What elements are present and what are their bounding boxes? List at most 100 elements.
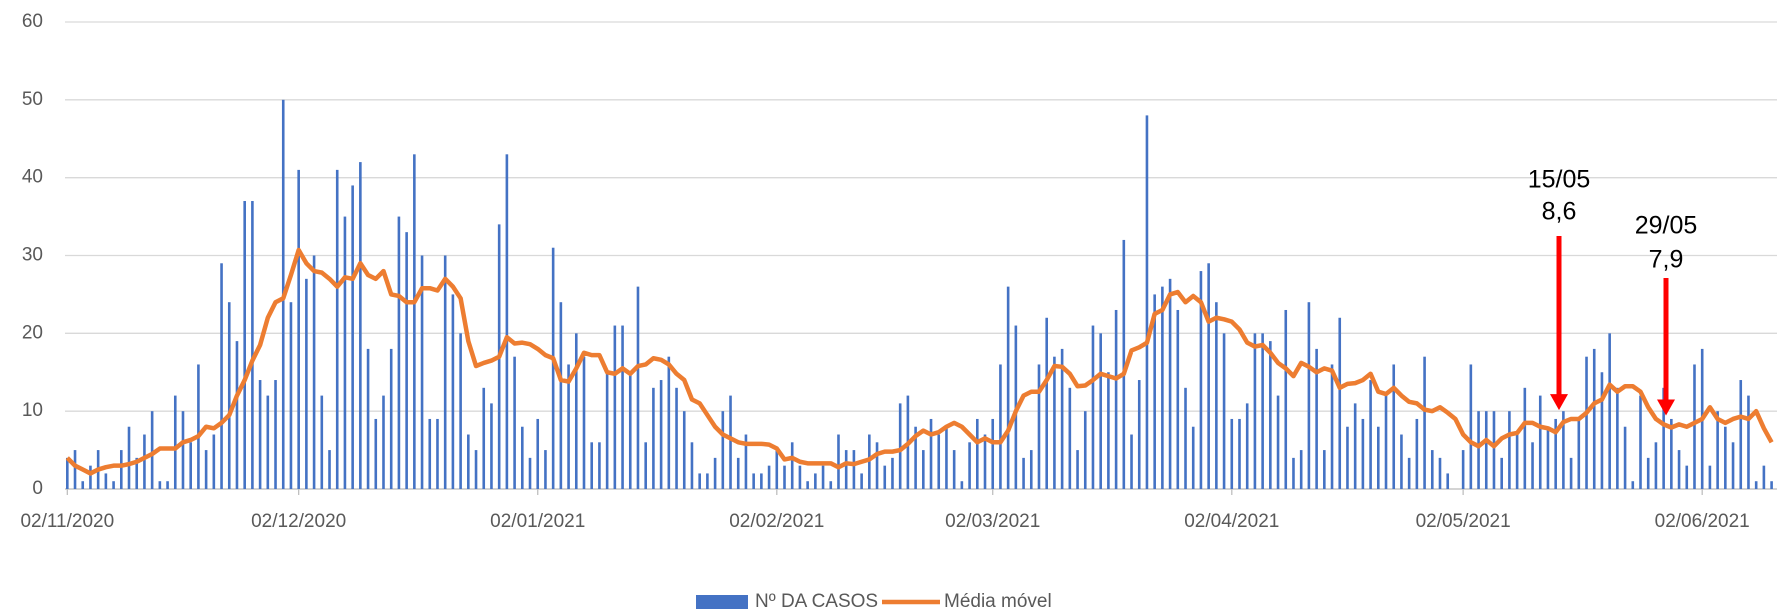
bar [428, 418, 432, 489]
bar [1677, 450, 1681, 489]
bar [374, 418, 378, 489]
bar [335, 169, 339, 489]
bar [1407, 457, 1411, 489]
bar [482, 387, 486, 489]
bar [744, 434, 748, 489]
annotation-date: 15/05 [1528, 166, 1591, 194]
bar [1053, 356, 1056, 489]
bar [397, 216, 401, 490]
bar [659, 380, 663, 489]
bar [451, 294, 455, 489]
bar [1330, 364, 1334, 489]
bar [1392, 364, 1396, 489]
bar [1754, 481, 1758, 489]
bar [382, 395, 385, 489]
bar [173, 395, 177, 489]
bar [328, 450, 331, 489]
bar [968, 442, 971, 489]
bar [351, 185, 354, 489]
bar [1099, 333, 1102, 489]
bar [883, 465, 887, 489]
bar [305, 278, 308, 489]
x-tick-label: 02/02/2021 [729, 511, 824, 532]
legend-swatch [696, 595, 748, 609]
bar [1107, 372, 1110, 489]
bar [1045, 317, 1049, 489]
bar [1068, 387, 1072, 489]
bar [467, 434, 470, 489]
legend-label: Média móvel [944, 591, 1052, 611]
bar [914, 426, 917, 489]
bar [413, 154, 416, 490]
bar [1037, 364, 1041, 489]
bar [89, 465, 92, 489]
bar [975, 418, 979, 489]
bar [1238, 418, 1241, 489]
bar [1022, 457, 1025, 489]
arrow-head [1550, 394, 1568, 411]
x-tick-label: 02/11/2020 [20, 511, 114, 532]
bar [359, 162, 362, 489]
bar [220, 263, 223, 489]
bar [1207, 263, 1210, 489]
bar [1315, 348, 1318, 489]
bar [1346, 426, 1349, 489]
bar [1484, 411, 1488, 489]
bar [1562, 411, 1565, 489]
bar [204, 450, 208, 489]
bar [1006, 286, 1010, 489]
bar [1531, 442, 1534, 489]
bar [1222, 333, 1226, 489]
bar [297, 169, 300, 489]
bar [1091, 325, 1095, 489]
bar [644, 442, 647, 489]
y-tick-label: 40 [22, 167, 43, 188]
bar [798, 465, 802, 489]
bar [1191, 426, 1195, 489]
bar [945, 426, 948, 489]
bar [675, 387, 678, 489]
bar [1114, 309, 1118, 489]
bar [73, 450, 77, 489]
bar [636, 286, 640, 489]
bar [1708, 465, 1712, 489]
bar [929, 418, 933, 489]
bar [590, 442, 594, 489]
bar [1477, 411, 1480, 489]
bar [721, 411, 725, 489]
bar [837, 434, 840, 489]
bar [536, 418, 540, 489]
bar [1654, 442, 1658, 489]
bar [490, 403, 493, 489]
bar [1515, 434, 1519, 489]
bar [960, 481, 964, 489]
bar [922, 450, 925, 489]
bar [1693, 364, 1696, 489]
bar [1461, 450, 1465, 489]
annotation-value: 8,6 [1542, 198, 1577, 226]
bar [1631, 481, 1635, 489]
bar [574, 333, 578, 489]
bar [783, 465, 786, 489]
bar [1083, 411, 1087, 489]
bar [952, 450, 956, 489]
bar [443, 255, 447, 489]
bar [189, 442, 193, 489]
bar [1762, 465, 1766, 489]
bar [1060, 348, 1064, 489]
bar [875, 442, 879, 489]
y-tick-label: 10 [22, 400, 43, 421]
bar [1508, 411, 1511, 489]
bar [1523, 387, 1527, 489]
bar [821, 465, 825, 489]
bar [1361, 418, 1365, 489]
bar [274, 380, 277, 489]
bar [420, 255, 424, 489]
bar [1292, 457, 1295, 489]
bar [1338, 317, 1342, 489]
bar [1168, 278, 1172, 489]
bar [474, 450, 478, 489]
bar [1646, 457, 1650, 489]
bar [1029, 450, 1033, 489]
bar [1731, 442, 1735, 489]
